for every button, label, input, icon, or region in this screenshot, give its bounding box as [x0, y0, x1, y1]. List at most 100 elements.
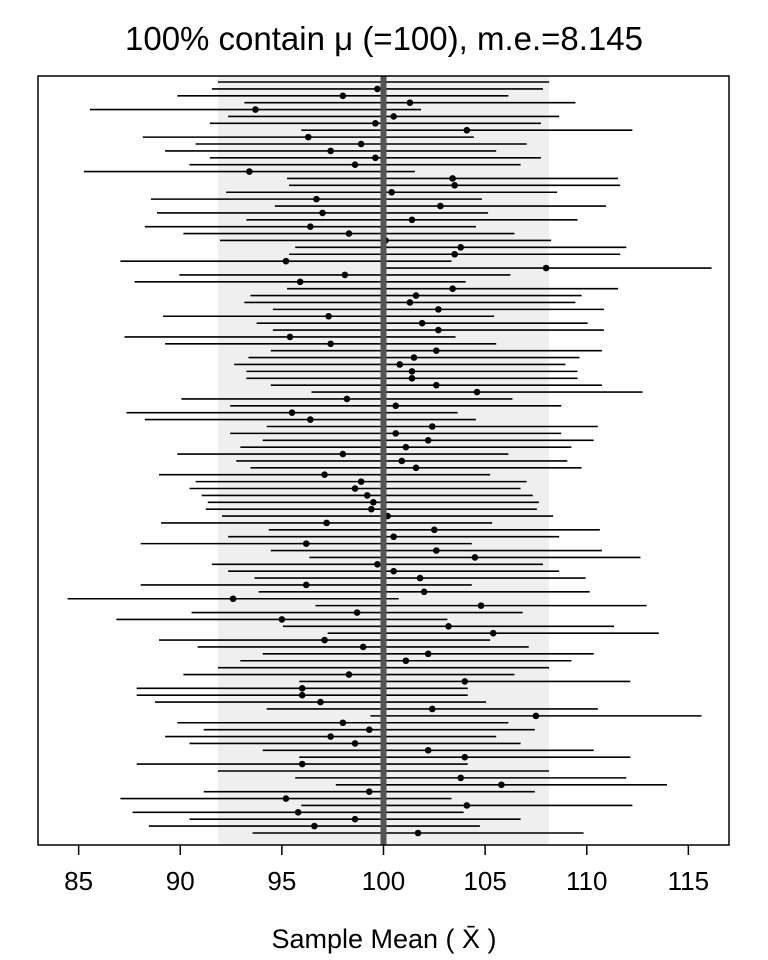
sample-mean-point — [392, 430, 399, 437]
sample-mean-point — [390, 533, 397, 541]
sample-mean-point — [390, 567, 397, 575]
sample-mean-point — [351, 740, 359, 747]
sample-mean-point — [351, 161, 359, 168]
chart-title: 100% contain μ (=100), m.e.=8.145 — [125, 20, 643, 57]
sample-mean-point — [437, 202, 444, 210]
sample-mean-point — [408, 374, 416, 382]
sample-mean-point — [463, 802, 471, 809]
sample-mean-point — [435, 326, 442, 334]
sample-mean-point — [412, 292, 420, 299]
sample-mean-point — [424, 436, 432, 444]
sample-mean-point — [396, 361, 404, 368]
x-tick-label: 105 — [463, 866, 506, 896]
sample-mean-point — [363, 492, 371, 499]
x-tick-label: 115 — [668, 866, 709, 896]
sample-mean-point — [343, 395, 351, 403]
sample-mean-point — [327, 733, 334, 740]
sample-mean-point — [229, 595, 237, 603]
sample-mean-point — [424, 650, 432, 658]
x-axis-label: Sample Mean ( X̄ ) — [271, 924, 496, 954]
sample-mean-point — [498, 781, 505, 789]
sample-mean-point — [451, 250, 458, 258]
sample-mean-point — [457, 774, 465, 782]
sample-mean-point — [278, 616, 286, 623]
sample-mean-point — [345, 230, 353, 237]
sample-mean-point — [402, 443, 410, 451]
sample-mean-point — [414, 829, 422, 837]
sample-mean-point — [339, 719, 347, 727]
sample-mean-point — [345, 671, 353, 678]
sample-mean-point — [321, 636, 328, 644]
sample-mean-point — [402, 657, 410, 665]
sample-mean-point — [294, 809, 302, 816]
sample-mean-point — [532, 712, 540, 720]
sample-mean-point — [424, 747, 432, 754]
sample-mean-point — [325, 312, 332, 320]
x-tick-label: 110 — [566, 866, 607, 896]
sample-mean-point — [372, 120, 379, 127]
sample-mean-point — [408, 216, 416, 224]
sample-mean-point — [305, 133, 312, 141]
x-tick-label: 85 — [64, 866, 93, 896]
sample-mean-point — [302, 540, 310, 547]
sample-mean-point — [252, 106, 259, 113]
sample-mean-point — [433, 547, 440, 554]
sample-mean-point — [461, 678, 469, 685]
sample-mean-point — [445, 623, 452, 630]
x-tick-label: 90 — [166, 866, 195, 896]
sample-mean-point — [416, 574, 424, 582]
sample-mean-point — [433, 347, 440, 355]
sample-mean-point — [463, 126, 471, 134]
sample-mean-point — [286, 333, 294, 341]
sample-mean-point — [298, 685, 306, 692]
sample-mean-point — [428, 705, 436, 713]
sample-mean-point — [374, 560, 381, 568]
sample-mean-point — [351, 815, 359, 823]
sample-mean-point — [339, 450, 347, 458]
sample-mean-point — [392, 402, 399, 410]
sample-mean-point — [307, 416, 314, 423]
interval-layer — [67, 78, 712, 837]
sample-mean-point — [408, 368, 416, 375]
sample-mean-point — [307, 223, 314, 230]
sample-mean-point — [302, 581, 310, 589]
sample-mean-point — [327, 147, 334, 155]
sample-mean-point — [431, 526, 438, 534]
sample-mean-point — [341, 271, 349, 279]
sample-mean-point — [359, 643, 367, 651]
sample-mean-point — [390, 113, 397, 120]
sample-mean-point — [433, 381, 440, 389]
sample-mean-point — [449, 175, 456, 182]
x-tick-label: 100 — [362, 866, 405, 896]
sample-mean-point — [451, 182, 458, 189]
sample-mean-point — [351, 485, 359, 492]
sample-mean-point — [489, 629, 497, 637]
sample-mean-point — [370, 498, 377, 506]
x-tick-label: 95 — [267, 866, 296, 896]
sample-mean-point — [365, 726, 373, 733]
sample-mean-point — [321, 471, 328, 479]
sample-mean-point — [435, 306, 442, 313]
sample-mean-point — [412, 464, 420, 472]
sample-mean-point — [428, 423, 436, 430]
sample-mean-point — [418, 319, 426, 327]
sample-mean-point — [298, 691, 306, 699]
sample-mean-point — [282, 257, 290, 265]
sample-mean-point — [339, 92, 347, 100]
sample-mean-point — [368, 505, 375, 513]
sample-mean-point — [372, 154, 379, 162]
sample-mean-point — [365, 788, 373, 795]
sample-mean-point — [313, 195, 320, 203]
sample-mean-point — [388, 188, 395, 196]
sample-mean-point — [317, 698, 324, 706]
sample-mean-point — [282, 795, 290, 802]
sample-mean-point — [449, 285, 456, 292]
sample-mean-point — [406, 99, 414, 106]
sample-mean-point — [298, 760, 306, 768]
sample-mean-point — [319, 209, 326, 217]
sample-mean-point — [471, 554, 479, 561]
sample-mean-point — [473, 388, 481, 396]
sample-mean-point — [288, 409, 296, 417]
sample-mean-point — [357, 478, 365, 485]
